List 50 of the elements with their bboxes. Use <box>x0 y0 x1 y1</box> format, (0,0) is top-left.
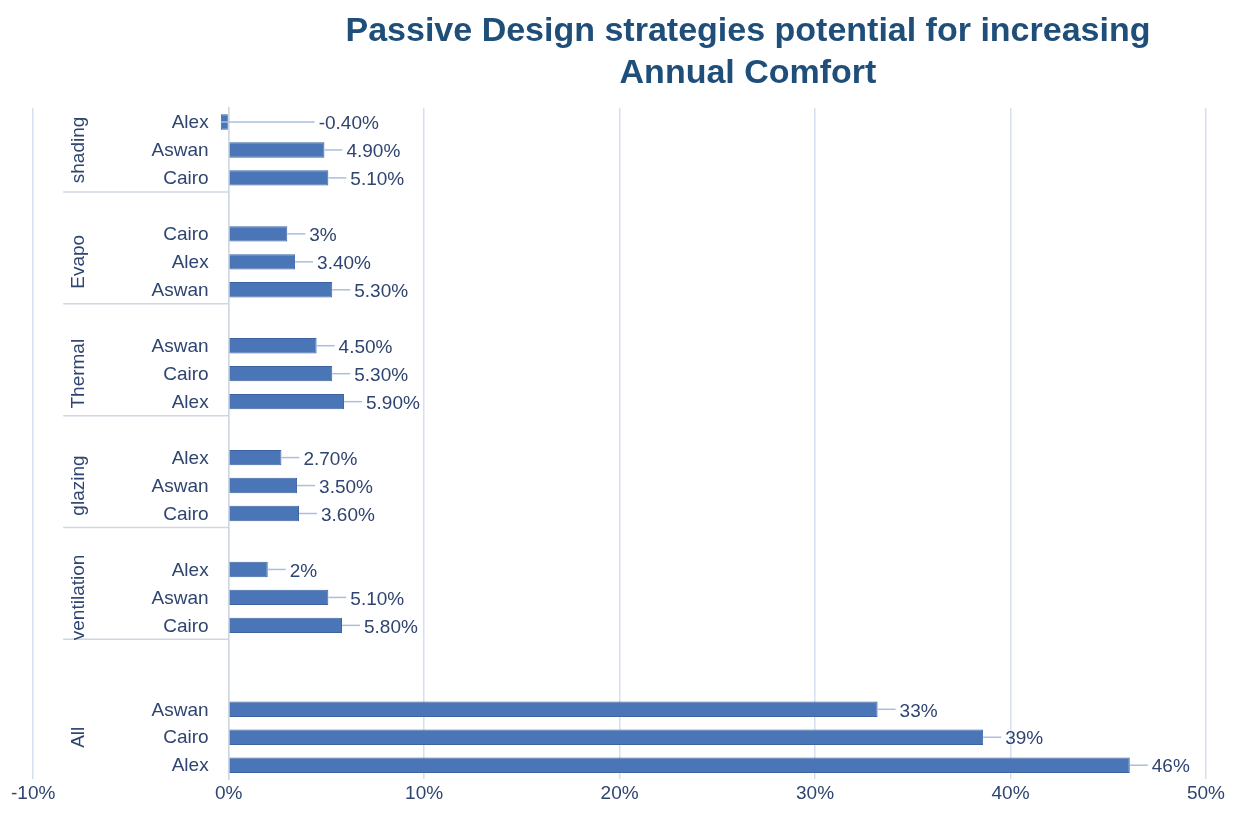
y-tick-label: Alex <box>171 754 210 776</box>
data-label: 3.50% <box>319 475 374 497</box>
data-label: 5.10% <box>350 168 405 190</box>
data-label: -0.40% <box>318 112 379 134</box>
data-label: 3.60% <box>321 503 375 525</box>
x-tick-label: 50% <box>1186 781 1226 803</box>
data-label: 2.70% <box>303 447 358 469</box>
y-tick-label: Alex <box>171 111 210 133</box>
data-label: 5.30% <box>354 363 409 385</box>
y-tick-label: Cairo <box>163 223 209 245</box>
annotation: Evapo <box>67 234 89 289</box>
data-label: 2% <box>289 559 318 581</box>
x-tick-label: 20% <box>600 781 639 803</box>
data-label: 3% <box>309 224 337 246</box>
y-tick-label: Aswan <box>151 698 209 720</box>
chart-title: Passive Design strategies potential for increasing Annual Comfort <box>344 9 1152 92</box>
y-tick-label: Cairo <box>163 362 209 384</box>
y-tick-label: Aswan <box>151 139 209 161</box>
y-tick-label: Alex <box>171 446 210 468</box>
x-tick-label: -10% <box>11 781 56 803</box>
data-label: 33% <box>899 699 938 721</box>
annotation: All <box>67 726 89 748</box>
y-tick-label: Alex <box>171 251 210 273</box>
data-label: 4.90% <box>346 140 401 162</box>
y-tick-label: Alex <box>171 390 210 412</box>
y-tick-label: Cairo <box>163 614 209 636</box>
data-label: 5.10% <box>350 587 405 609</box>
y-tick-label: Aswan <box>151 279 209 301</box>
annotation: Thermal <box>67 338 89 409</box>
y-tick-label: Aswan <box>151 334 209 356</box>
data-label: 5.30% <box>354 280 409 302</box>
annotation: ventilation <box>67 554 89 641</box>
y-tick-label: Cairo <box>163 167 209 189</box>
y-tick-label: Cairo <box>163 726 209 748</box>
annotation: glazing <box>67 455 89 516</box>
y-tick-label: Alex <box>171 558 210 580</box>
data-label: 46% <box>1151 755 1190 777</box>
y-tick-label: Aswan <box>151 586 209 608</box>
data-label: 5.80% <box>364 615 418 637</box>
y-tick-label: Aswan <box>151 474 209 496</box>
data-label: 5.90% <box>365 391 420 413</box>
annotation: shading <box>67 116 89 184</box>
y-tick-label: Cairo <box>163 502 209 524</box>
x-tick-label: 40% <box>991 781 1030 803</box>
x-tick-label: 30% <box>796 781 835 803</box>
data-label: 3.40% <box>317 252 372 274</box>
data-label: 4.50% <box>338 335 393 357</box>
x-tick-label: 10% <box>405 781 444 803</box>
data-label: 39% <box>1005 727 1044 749</box>
x-tick-label: 0% <box>214 781 243 803</box>
